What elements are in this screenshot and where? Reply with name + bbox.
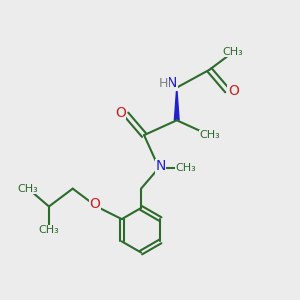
Text: H: H bbox=[159, 76, 168, 90]
Text: CH₃: CH₃ bbox=[199, 130, 220, 140]
Text: O: O bbox=[115, 106, 126, 120]
Text: CH₃: CH₃ bbox=[18, 184, 38, 194]
Text: O: O bbox=[228, 84, 239, 98]
Text: N: N bbox=[155, 159, 166, 173]
Text: CH₃: CH₃ bbox=[223, 47, 244, 57]
Text: CH₃: CH₃ bbox=[39, 225, 59, 235]
Text: CH₃: CH₃ bbox=[175, 163, 196, 173]
Text: O: O bbox=[90, 196, 101, 211]
Text: N: N bbox=[167, 76, 178, 90]
Polygon shape bbox=[174, 88, 179, 120]
